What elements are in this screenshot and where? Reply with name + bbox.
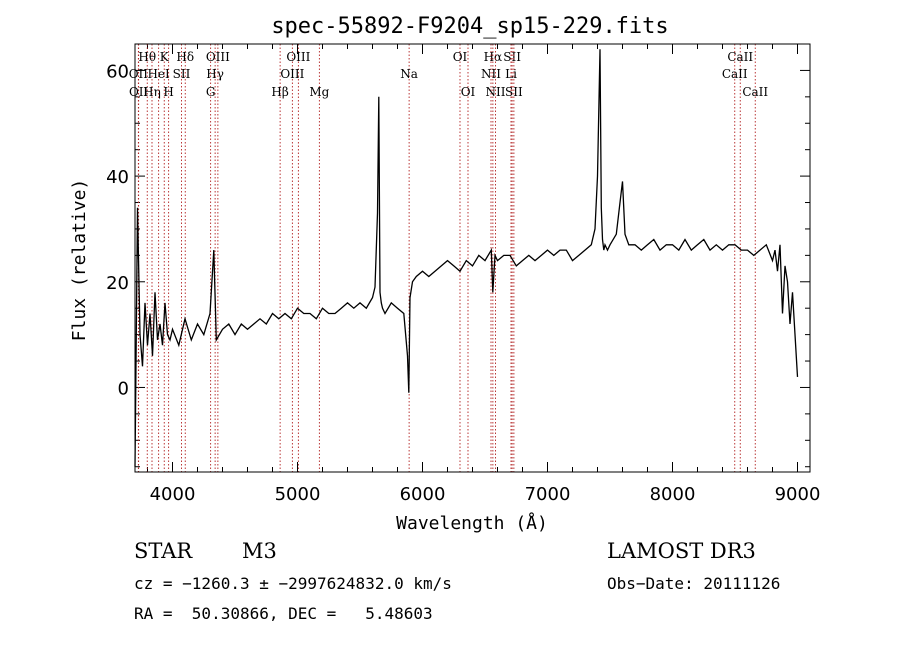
y-axis-label: Flux (relative) [69,179,90,342]
line-marker-label: Hα [484,50,503,64]
line-marker-label: Hβ [271,85,288,99]
x-axis-label: Wavelength (Å) [396,512,548,534]
line-marker-label: Na [400,67,418,81]
line-marker-label: Hη [143,85,161,99]
line-marker-label: K [160,50,170,64]
y-tick-label: 60 [106,61,129,82]
line-marker-label: OII [129,85,149,99]
line-marker-label: Mg [309,85,329,99]
line-marker-label: NII [481,67,501,81]
line-marker-label: OI [453,50,468,64]
spectrum-line [134,49,799,467]
plot-frame [134,43,811,473]
line-marker-label: NII [486,85,506,99]
redshift-cz: cz = −1260.3 ± −2997624832.0 km/s [134,574,452,593]
line-marker-label: Li [505,67,517,81]
line-marker-label: SII [173,67,191,81]
x-tick-label: 4000 [150,484,196,505]
object-subclass: M3 [242,539,277,563]
y-tick-label: 20 [106,273,129,294]
line-marker-label: OIII [286,50,310,64]
line-marker-label: OI [461,85,476,99]
line-marker-label: H [163,85,173,99]
observation-date: Obs−Date: 20111126 [607,574,781,593]
axis-ticks: 4000 5000 6000 7000 8000 9000 0 20 40 60 [106,43,821,505]
line-marker-label: CaII [742,85,768,99]
line-marker-label: OIII [206,50,230,64]
coordinates: RA = 50.30866, DEC = 5.48603 [134,604,433,623]
line-marker-label: Hγ [206,67,224,81]
x-tick-label: 9000 [775,484,821,505]
line-marker-label: OII [129,67,149,81]
x-tick-label: 8000 [650,484,696,505]
line-marker-label: OIII [280,67,304,81]
x-tick-label: 6000 [400,484,446,505]
x-tick-label: 5000 [275,484,321,505]
line-marker-label: HeI [147,67,170,81]
object-type: STAR [134,539,193,563]
y-tick-label: 40 [106,167,129,188]
survey-name: LAMOST DR3 [607,539,756,563]
line-marker-label: SII [503,50,521,64]
line-marker-label: CaII [727,50,753,64]
line-marker-label: Hδ [176,50,194,64]
line-marker-label: G [206,85,216,99]
y-tick-label: 0 [118,378,129,399]
line-marker-label: Hθ [138,50,156,64]
chart-title: spec-55892-F9204_sp15-229.fits [271,14,668,39]
line-marker-label: SII [505,85,523,99]
line-marker-label: CaII [722,67,748,81]
x-tick-label: 7000 [525,484,571,505]
